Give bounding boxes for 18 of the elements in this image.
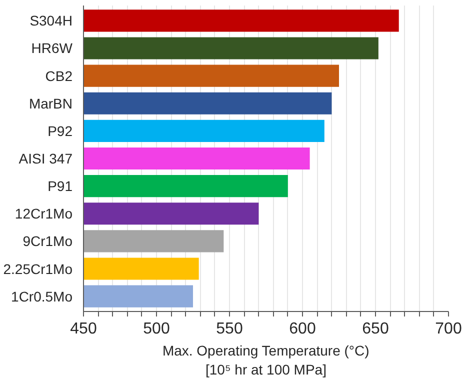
y-tick-label: HR6W <box>31 40 74 56</box>
x-tick-label: 700 <box>435 320 462 338</box>
y-tick-label: P91 <box>48 178 73 194</box>
y-tick-label: S304H <box>30 12 73 29</box>
y-tick-label: CB2 <box>45 68 73 84</box>
y-tick-label: 1Cr0.5Mo <box>11 288 73 304</box>
x-tick-label: 600 <box>289 320 316 338</box>
x-tick-label: 550 <box>216 320 243 338</box>
y-tick-label: P92 <box>48 122 73 139</box>
x-tick-label: 500 <box>143 320 170 338</box>
x-tick-label: 650 <box>362 320 389 338</box>
y-tick-label: 9Cr1Mo <box>22 233 73 250</box>
y-tick-label: AISI 347 <box>18 150 73 166</box>
y-tick-label: 12Cr1Mo <box>14 206 73 222</box>
y-tick-label: 2.25Cr1Mo <box>3 260 73 277</box>
x-axis-title: Max. Operating Temperature (°C) [10⁵ hr at 100 MPa] <box>162 342 370 378</box>
y-tick-label: MarBN <box>28 95 73 112</box>
x-tick-label: 450 <box>70 320 97 338</box>
